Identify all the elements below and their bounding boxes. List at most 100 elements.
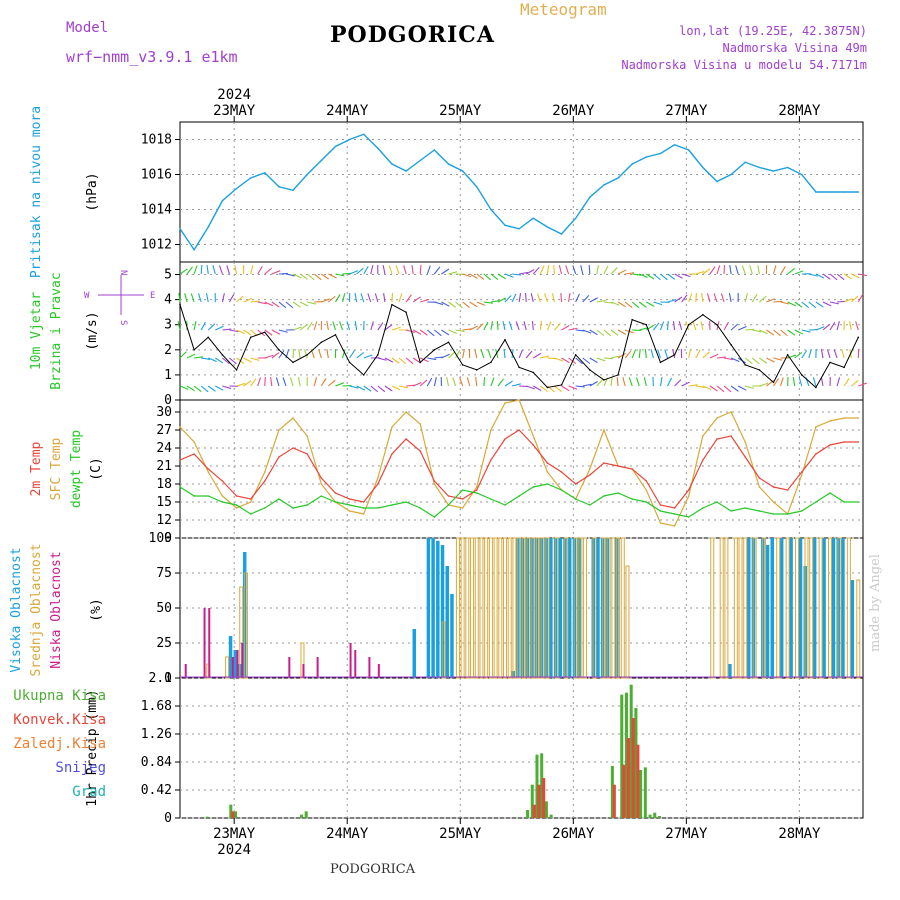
wind-arrow <box>625 272 635 275</box>
wind-arrow <box>298 349 301 359</box>
wind-arrow <box>455 349 461 359</box>
sfc-temp-line-point-7 <box>278 429 280 431</box>
cloud-bar-1 <box>738 537 743 679</box>
temp2m-line-point-25 <box>532 444 535 446</box>
wind-arrow <box>469 273 478 279</box>
sfc-temp-line-point-38 <box>716 417 718 419</box>
wind-arrow <box>441 268 450 275</box>
wind-arrow <box>179 268 188 275</box>
temp2m-line-point-19 <box>447 495 450 497</box>
wind-arrow <box>321 298 330 303</box>
dewpt-line-point-35 <box>673 513 676 515</box>
dewpt-line-point-32 <box>631 498 633 500</box>
sfc-temp-line-point-15 <box>391 426 393 428</box>
cloud-bar-1 <box>601 537 606 679</box>
wind-arrow <box>476 323 484 331</box>
wind-arrow <box>384 385 393 392</box>
wind-speed-line-point-6 <box>263 331 266 334</box>
cloud-bar-1 <box>531 537 536 679</box>
sfc-temp-ylabel: SFC Temp <box>49 438 64 501</box>
wind-arrow <box>702 385 712 391</box>
cloud-bar-1 <box>818 537 823 679</box>
temp2m-line-point-32 <box>631 468 633 470</box>
wind-arrow <box>356 352 365 359</box>
wind-arrow <box>483 301 493 304</box>
wind-arrow <box>215 357 224 364</box>
wind-arrow <box>603 329 612 337</box>
wind-arrow <box>433 266 441 275</box>
wind-arrow <box>218 265 223 275</box>
dewpt-line-point-25 <box>532 486 535 488</box>
wind-arrow <box>234 265 238 275</box>
wind-arrow <box>292 301 301 308</box>
cloud-bar-2 <box>377 664 380 678</box>
wind-arrow <box>297 377 301 387</box>
wind-arrow <box>695 270 705 275</box>
wind-arrow <box>622 377 626 387</box>
wind-arrow <box>815 301 824 308</box>
sfc-temp-line-point-0 <box>179 426 181 428</box>
wind-speed-line-point-16 <box>405 311 407 313</box>
dewpt-line-point-29 <box>589 504 591 506</box>
temp2m-line-point-22 <box>490 459 492 461</box>
cloud-bar-2 <box>184 664 187 678</box>
wind-arrow <box>540 385 548 392</box>
dewpt-line-point-47 <box>843 501 845 503</box>
wind-arrow <box>794 329 804 335</box>
wind-arrow <box>525 269 535 275</box>
wind-arrow <box>332 321 336 331</box>
wind-arrow <box>568 327 578 331</box>
wind-arrow <box>194 356 204 359</box>
wind-arrow <box>197 293 202 303</box>
wind-arrow <box>603 265 609 275</box>
wind-arrow <box>243 380 252 387</box>
wind-arrow <box>858 273 868 277</box>
wind-arrow <box>603 357 613 360</box>
wind-arrow <box>335 382 345 387</box>
model-elevation-label: Nadmorska Visina u modelu 54.7171m <box>621 58 867 72</box>
wind-arrow <box>638 348 641 359</box>
wind-arrow <box>412 357 421 364</box>
wind-arrow <box>700 321 704 331</box>
cloud-bar-0 <box>431 538 435 678</box>
wind-arrow <box>801 301 810 309</box>
sfc-temp-line-point-47 <box>843 417 845 419</box>
wind-arrow <box>820 349 824 359</box>
sfc-temp-line <box>179 399 859 527</box>
wind-speed-line-point-40 <box>744 364 747 366</box>
cloud-ytick-label-4: 100 <box>149 531 172 546</box>
cloud-bar-0 <box>789 538 793 678</box>
temp2m-line-point-16 <box>405 438 407 440</box>
wind-arrow <box>207 323 216 331</box>
wind-ytick-label-3: 3 <box>164 318 172 333</box>
wind-arrow <box>200 385 209 393</box>
wind-speed-line-point-0 <box>179 303 181 306</box>
cloud-bar-0 <box>567 538 572 678</box>
wind-arrow <box>250 300 260 303</box>
cloud-bar-1 <box>488 537 493 679</box>
wind-arrow <box>773 357 783 361</box>
wind-arrow <box>264 376 266 387</box>
wind-ytick-label-5: 5 <box>164 268 172 283</box>
wind-arrow <box>720 293 725 303</box>
dewpt-line-point-36 <box>687 516 690 518</box>
wind-arrow <box>659 321 665 331</box>
cloud-bar-1 <box>540 537 545 679</box>
pressure-ytick-label-3: 1018 <box>141 133 172 148</box>
temperature-ytick-label-2: 15 <box>156 495 172 510</box>
wind-arrow <box>596 265 599 275</box>
temp2m-line-point-6 <box>263 480 266 482</box>
cloud-bar-0 <box>728 664 732 678</box>
wind-arrow <box>836 377 841 387</box>
dewpt-line-point-12 <box>348 504 351 506</box>
wind-arrow <box>596 378 604 387</box>
wind-speed-line-point-38 <box>716 323 718 326</box>
wind-arrow <box>391 357 400 364</box>
wind-arrow <box>525 292 527 303</box>
sfc-temp-line-point-12 <box>348 510 351 512</box>
cloud-bar-2 <box>208 608 211 678</box>
cloud-bar-1 <box>521 537 526 679</box>
wind-arrow <box>215 325 224 331</box>
wind-arrow <box>483 273 492 281</box>
wind-arrow <box>193 265 198 275</box>
